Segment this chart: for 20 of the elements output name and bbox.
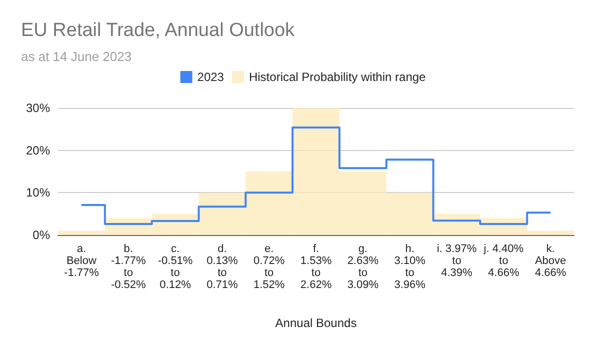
chart-title: EU Retail Trade, Annual Outlook bbox=[21, 20, 296, 41]
x-tick-label: e. 0.72% to 1.52% bbox=[253, 243, 285, 291]
y-tick-label: 0% bbox=[32, 228, 50, 242]
x-tick-label: b. -1.77% to -0.52% bbox=[110, 243, 146, 291]
chart-subtitle: as at 14 June 2023 bbox=[21, 49, 132, 64]
x-tick-label: a. Below -1.77% bbox=[64, 243, 100, 279]
y-tick-label: 30% bbox=[26, 101, 50, 115]
x-tick-label: h. 3.10% to 3.96% bbox=[394, 243, 426, 291]
legend-label: 2023 bbox=[197, 70, 224, 84]
x-tick-label: g. 2.63% to 3.09% bbox=[347, 243, 379, 291]
y-tick-label: 10% bbox=[26, 186, 50, 200]
x-tick-label: c. -0.51% to 0.12% bbox=[158, 243, 193, 291]
x-tick-label: i. 3.97% to 4.39% bbox=[436, 243, 477, 279]
legend-label: Historical Probability within range bbox=[248, 70, 426, 84]
x-tick-label: d. 0.13% to 0.71% bbox=[206, 243, 238, 291]
x-tick-label: k. Above 4.66% bbox=[534, 243, 566, 279]
x-axis-title: Annual Bounds bbox=[275, 316, 357, 330]
y-tick-label: 20% bbox=[26, 143, 50, 158]
x-tick-label: f. 1.53% to 2.62% bbox=[300, 243, 332, 291]
x-tick-label: j. 4.40% to 4.66% bbox=[482, 243, 524, 279]
